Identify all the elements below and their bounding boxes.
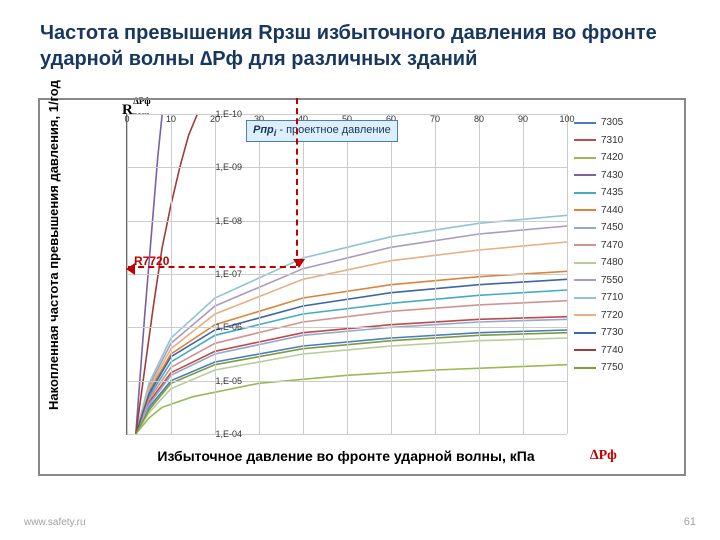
x-tick: 80 xyxy=(474,114,484,124)
y-tick: 1,Е-04 xyxy=(200,429,242,439)
x-tick: 10 xyxy=(166,114,176,124)
y-tick: 1,E-09 xyxy=(200,162,242,172)
legend-item-7430: 7430 xyxy=(574,167,678,185)
legend-item-7470: 7470 xyxy=(574,237,678,255)
pnp-annotation-box: Рпрi - проектное давление xyxy=(246,120,398,142)
page-title: Частота превышения Rрзш избыточного давл… xyxy=(40,20,680,72)
footer-url: www.safety.ru xyxy=(24,517,86,528)
y-tick: 1,E-07 xyxy=(200,269,242,279)
x-tick: 0 xyxy=(124,114,129,124)
x-tick: 90 xyxy=(518,114,528,124)
page-number: 61 xyxy=(684,516,696,528)
y-tick: 1,E-08 xyxy=(200,216,242,226)
legend-item-7435: 7435 xyxy=(574,184,678,202)
legend-item-7480: 7480 xyxy=(574,254,678,272)
legend-item-7710: 7710 xyxy=(574,289,678,307)
legend-item-7740: 7740 xyxy=(574,342,678,360)
legend-item-7750: 7750 xyxy=(574,359,678,377)
x-tick: 70 xyxy=(430,114,440,124)
legend-item-7420: 7420 xyxy=(574,149,678,167)
delta-pf-label: ∆Рф xyxy=(590,448,617,464)
series-7440 xyxy=(136,271,567,434)
series-7480 xyxy=(136,338,567,434)
legend-item-7730: 7730 xyxy=(574,324,678,342)
x-axis-label: Избыточное давление во фронте ударной во… xyxy=(126,448,566,464)
legend-item-7550: 7550 xyxy=(574,272,678,290)
series-7730 xyxy=(136,279,567,434)
legend-item-7310: 7310 xyxy=(574,132,678,150)
plot-area: 0102030405060708090100 xyxy=(126,114,567,435)
y-tick: 1,E-05 xyxy=(200,376,242,386)
y-tick: 1,E-06 xyxy=(200,322,242,332)
projection-arrow-vertical xyxy=(296,98,300,266)
y-tick: 1,E-10 xyxy=(200,109,242,119)
legend-item-7720: 7720 xyxy=(574,307,678,325)
legend: 7305731074207430743574407450747074807550… xyxy=(574,114,678,377)
projection-arrow-horizontal xyxy=(128,266,296,270)
legend-item-7440: 7440 xyxy=(574,202,678,220)
legend-item-7305: 7305 xyxy=(574,114,678,132)
chart-container: Накопленная частота превышения давления,… xyxy=(38,98,686,476)
x-tick: 100 xyxy=(559,114,574,124)
legend-item-7450: 7450 xyxy=(574,219,678,237)
